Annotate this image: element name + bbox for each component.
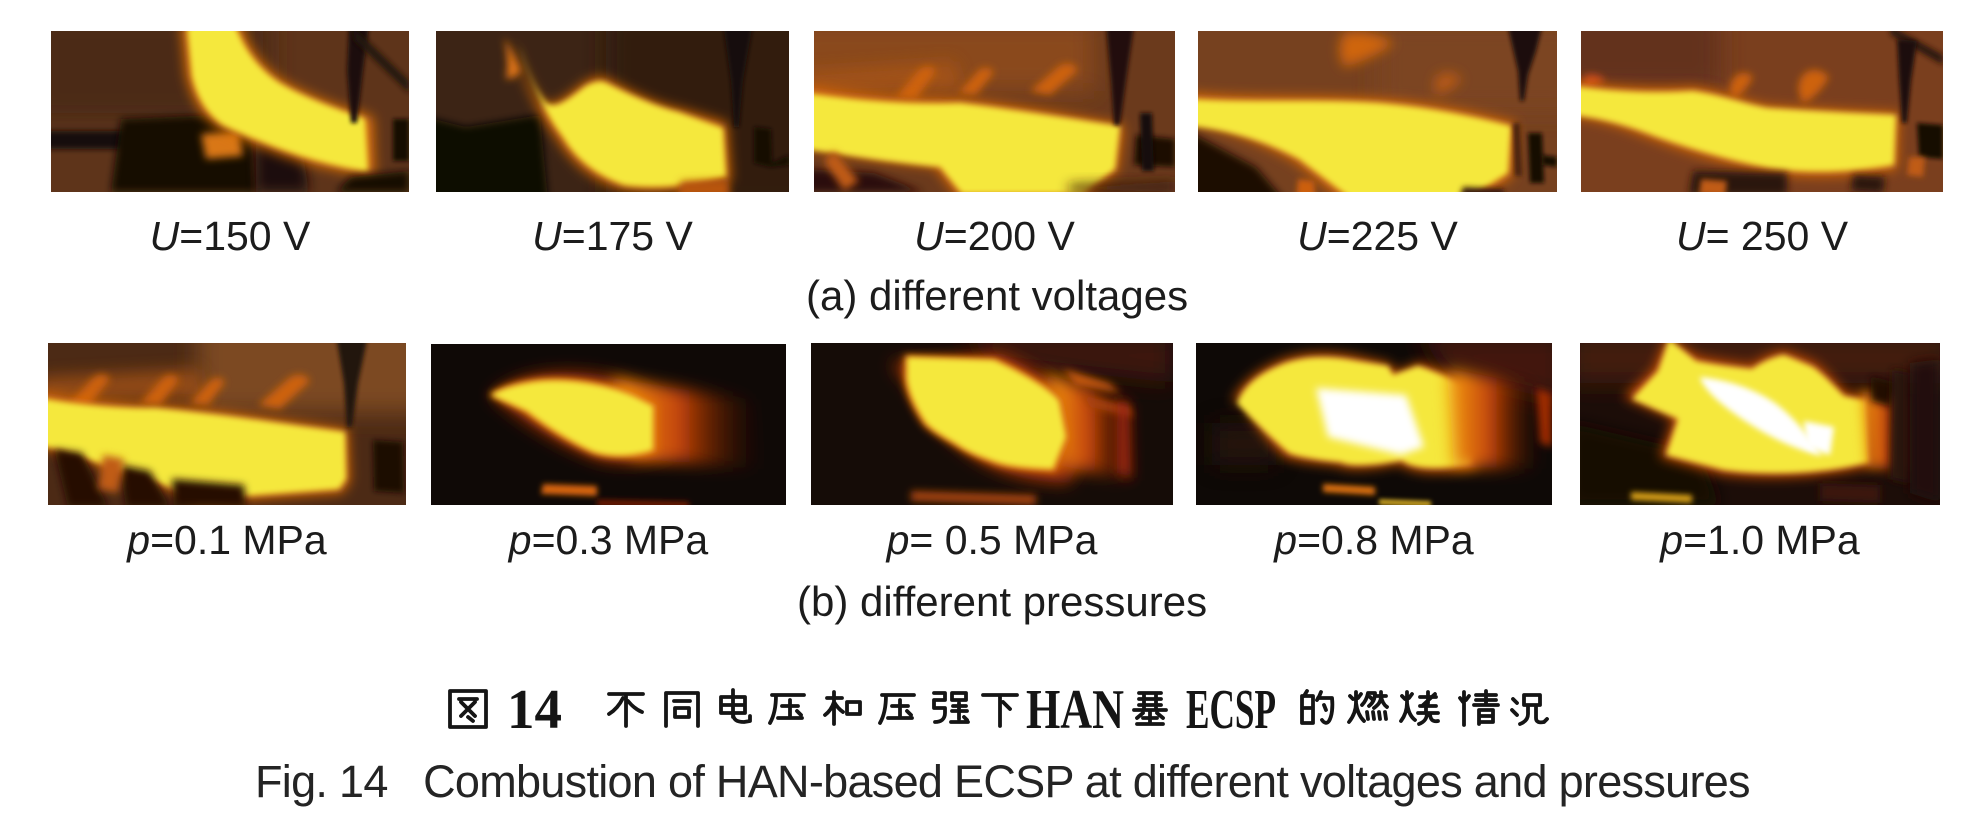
svg-text:HAN: HAN [1026,684,1124,736]
svg-text:ECSP: ECSP [1186,684,1276,736]
svg-text:14: 14 [507,684,562,736]
